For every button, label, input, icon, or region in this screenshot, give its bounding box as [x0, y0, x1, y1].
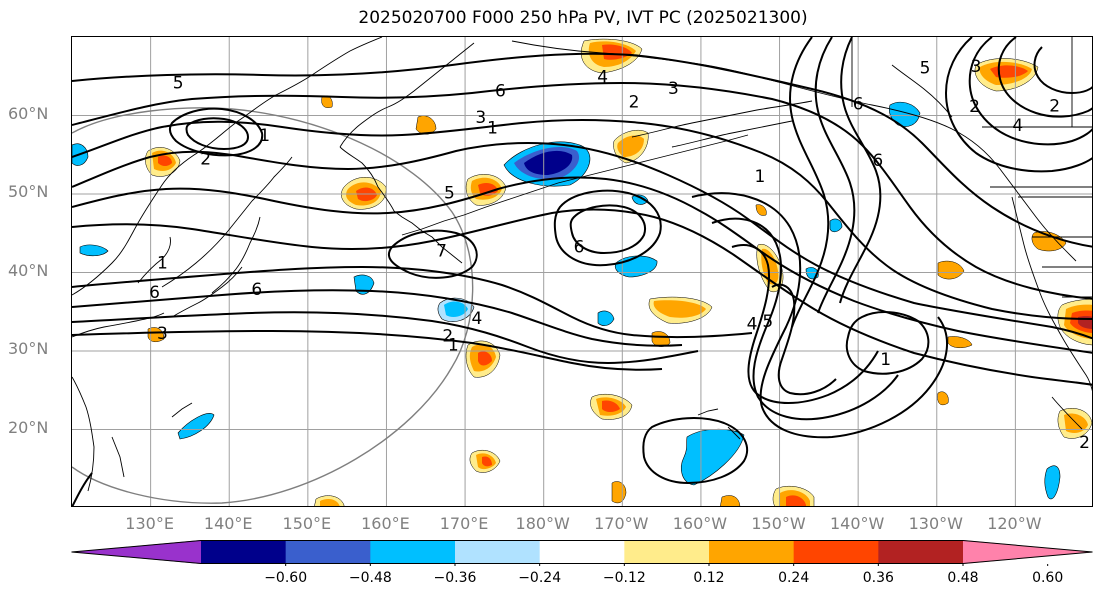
colorbar [71, 540, 1093, 566]
pv-contour-label: 6 [853, 95, 864, 115]
pv-contour-label: 4 [1012, 116, 1023, 136]
longitude-label: 160°E [361, 514, 410, 533]
longitude-label: 140°E [203, 514, 253, 533]
pv-contour-label: 4 [471, 309, 482, 329]
pv-contour-label: 1 [880, 350, 891, 370]
colorbar-tick-label: −0.60 [264, 570, 308, 586]
pv-contour-label: 3 [157, 324, 168, 344]
great-circle-overlay [72, 107, 474, 504]
colorbar-tick-label: 0.36 [862, 570, 894, 586]
pv-contours [72, 37, 1092, 506]
colorbar-tick-label: −0.24 [518, 570, 562, 586]
pv-contour-label: 4 [747, 315, 758, 335]
pv-contour-label: 2 [1049, 96, 1060, 116]
colorbar-outline [71, 540, 1093, 564]
colorbar-bin [285, 540, 371, 564]
colorbar-bin [709, 540, 795, 564]
latitude-label: 20°N [8, 417, 49, 437]
figure-title: 2025020700 F000 250 hPa PV, IVT PC (2025… [358, 8, 808, 28]
pv-contour-label: 1 [487, 118, 498, 138]
pv-contour-label: 1 [259, 126, 270, 146]
colorbar-tick-label: 0.12 [693, 570, 725, 586]
pv-contour-label: 5 [762, 312, 773, 332]
latitude-label: 60°N [8, 103, 49, 123]
pv-contour-label: 1 [448, 336, 459, 356]
pv-contour-label: 3 [668, 79, 679, 99]
pv-contour-label: 1 [754, 167, 765, 187]
coastlines [72, 37, 1092, 492]
map-canvas: 51231657664214231654135242162163 [72, 37, 1093, 506]
colorbar-bin [539, 540, 625, 564]
pv-contour-label: 2 [629, 92, 640, 112]
pv-contour-label: 6 [149, 283, 160, 303]
colorbar-bin [878, 540, 964, 564]
pv-contour-label: 3 [971, 57, 982, 77]
longitude-label: 170°E [439, 514, 489, 533]
colorbar-tick-label: 0.48 [947, 570, 979, 586]
pv-contour-label: 2 [1079, 433, 1090, 453]
pv-contour-label: 5 [920, 59, 931, 79]
pv-contour-label: 4 [597, 67, 608, 87]
colorbar-bin [71, 540, 201, 564]
graticule [72, 37, 1092, 506]
longitude-label: 120°W [987, 514, 1042, 533]
colorbar-tick-label: −0.48 [348, 570, 392, 586]
pv-contour-label: 1 [1091, 55, 1093, 75]
colorbar-tick-label: 0.24 [778, 570, 810, 586]
pv-contour-label: 2 [200, 150, 211, 170]
longitude-label: 140°W [829, 514, 885, 533]
latitude-label: 50°N [8, 182, 49, 201]
ivt-negative-anomalies [72, 101, 1061, 500]
map-panel: 51231657664214231654135242162163 [71, 36, 1093, 507]
colorbar-bin [963, 540, 1093, 564]
longitude-label: 150°W [751, 514, 806, 533]
pv-contour-label: 7 [436, 242, 447, 262]
pv-contour-label: 2 [442, 326, 453, 346]
pv-contour-label: 6 [495, 81, 506, 101]
colorbar-bin [370, 540, 456, 564]
latitude-label: 30°N [8, 339, 49, 358]
pv-contour-label: 5 [444, 183, 455, 203]
pv-contour-label: 6 [872, 151, 883, 171]
longitude-label: 130°W [908, 514, 963, 533]
colorbar-tick-label: −0.12 [602, 570, 646, 586]
longitude-label: 150°E [282, 514, 332, 533]
pv-contour-label: 1 [157, 253, 168, 273]
colorbar-tick-label: 0.60 [1032, 570, 1064, 586]
longitude-label: 170°W [594, 514, 649, 533]
pv-contour-label: 6 [251, 280, 262, 300]
longitude-label: 180°W [515, 514, 570, 533]
pv-contour-label: 6 [574, 238, 585, 258]
longitude-label: 130°E [125, 514, 174, 533]
colorbar-bin [624, 540, 710, 564]
colorbar-tick-label: −0.36 [433, 570, 477, 586]
pv-contour-label: 3 [475, 108, 486, 128]
latitude-label: 40°N [8, 260, 49, 280]
pv-contour-label: 5 [173, 74, 184, 94]
colorbar-bin [793, 540, 879, 564]
pv-contour-label: 2 [969, 97, 980, 117]
colorbar-bin [455, 540, 541, 564]
pv-contour-labels: 51231657664214231654135242162163 [149, 55, 1093, 453]
longitude-label: 160°W [672, 514, 728, 533]
colorbar-bin [201, 540, 287, 564]
